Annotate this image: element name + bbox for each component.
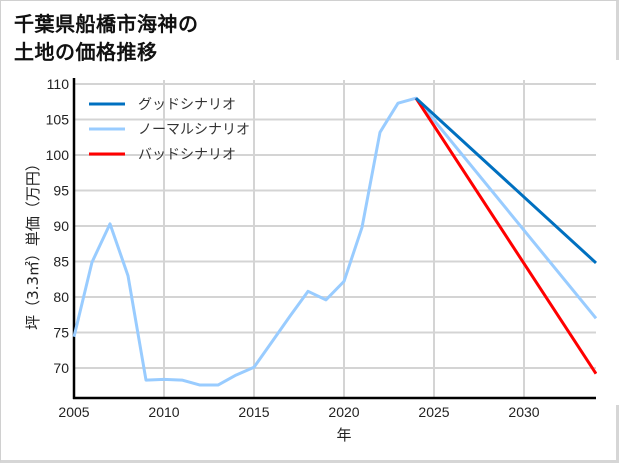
title-line-2: 土地の価格推移 — [14, 40, 158, 64]
legend-label: バッドシナリオ — [138, 147, 236, 163]
y-tick-label: 105 — [46, 112, 70, 128]
chart-title: 千葉県船橋市海神の 土地の価格推移 — [14, 10, 199, 66]
y-tick-label: 110 — [47, 76, 70, 92]
series-line — [414, 97, 598, 375]
x-axis-label: 年 — [336, 426, 351, 444]
x-tick-label: 2025 — [418, 404, 449, 420]
y-tick-label: 80 — [53, 289, 69, 305]
x-tick-label: 2015 — [238, 404, 269, 420]
y-tick-label: 70 — [53, 360, 69, 376]
legend-label: ノーマルシナリオ — [138, 122, 250, 138]
title-line-1: 千葉県船橋市海神の — [14, 12, 199, 36]
x-tick-label: 2020 — [328, 404, 359, 420]
series-line — [414, 97, 598, 265]
x-tick-label: 2030 — [508, 404, 539, 420]
y-tick-label: 85 — [53, 254, 69, 270]
plot-mask — [597, 60, 621, 405]
y-axis-label: 坪（3.3㎡）単価（万円） — [24, 156, 42, 330]
series-line — [72, 96, 598, 387]
x-tick-label: 2010 — [148, 404, 179, 420]
y-tick-label: 90 — [53, 218, 69, 234]
y-tick-label: 75 — [53, 325, 69, 341]
x-tick-label: 2005 — [58, 404, 89, 420]
legend-label: グッドシナリオ — [138, 97, 236, 113]
y-tick-label: 95 — [53, 183, 69, 199]
y-tick-label: 100 — [46, 147, 70, 163]
